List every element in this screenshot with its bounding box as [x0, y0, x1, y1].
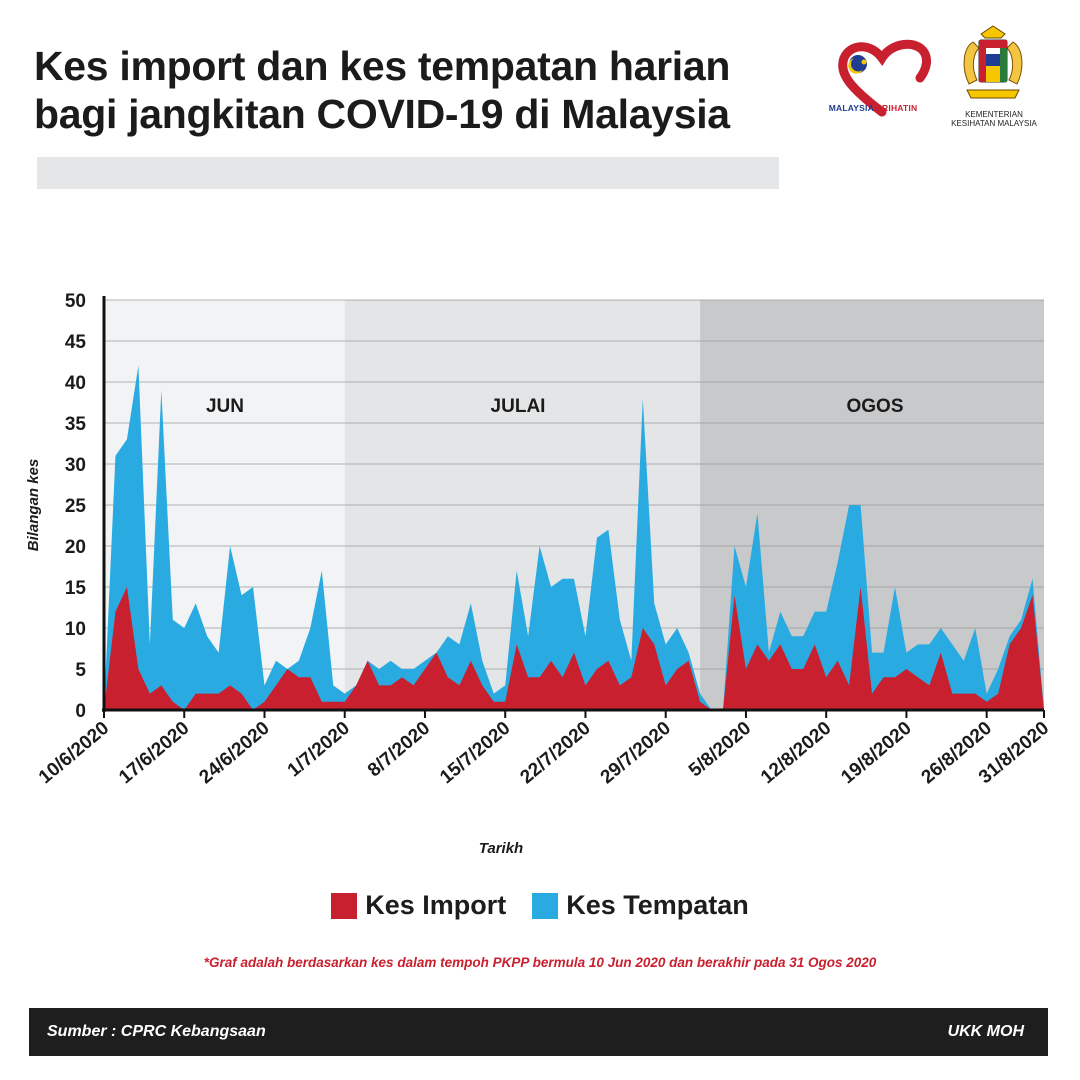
x-tick-label: 17/6/2020 [115, 718, 193, 788]
y-tick-label: 0 [75, 701, 86, 722]
title-underline-bar [37, 157, 779, 189]
y-tick-label: 25 [65, 496, 87, 517]
period-label: JUN [206, 396, 244, 417]
x-tick-label: 1/7/2020 [284, 718, 354, 782]
malaysia-prihatin-logo [838, 39, 932, 117]
prihatin-logo-text-b: PRIHATIN [876, 103, 918, 113]
x-tick-label: 15/7/2020 [436, 718, 514, 788]
legend-label-import: Kes Import [365, 890, 507, 920]
legend-label-tempatan: Kes Tempatan [566, 890, 749, 920]
x-tick-label: 29/7/2020 [597, 718, 675, 788]
y-tick-label: 15 [65, 578, 87, 599]
legend-item-tempatan: Kes Tempatan [532, 890, 749, 921]
prihatin-logo-text: MALAYSIA PRIHATIN [812, 103, 934, 113]
legend-swatch-tempatan [532, 892, 559, 919]
legend-item-import: Kes Import [331, 890, 506, 921]
y-tick-label: 5 [75, 660, 86, 681]
footer-bar: Sumber : CPRC Kebangsaan UKK MOH [29, 1008, 1048, 1056]
series-area-kes-import [104, 587, 1044, 710]
footnote: *Graf adalah berdasarkan kes dalam tempo… [203, 955, 877, 970]
period-label: OGOS [846, 396, 903, 417]
y-tick-label: 30 [65, 455, 86, 476]
chart-legend: Kes Import Kes Tempatan [0, 890, 1080, 921]
kkm-logo-text: KEMENTERIAN KESIHATAN MALAYSIA [951, 110, 1037, 128]
x-axis-title: Tarikh [479, 840, 523, 857]
y-tick-label: 20 [65, 537, 86, 558]
credit-text: UKK MOH [947, 1023, 1024, 1040]
y-tick-label: 35 [65, 414, 87, 435]
y-tick-label: 45 [65, 332, 87, 353]
x-tick-label: 22/7/2020 [516, 718, 594, 788]
period-label: JULAI [491, 396, 546, 417]
x-tick-label: 19/8/2020 [837, 718, 915, 788]
daily-cases-chart: 0 5 10 15 20 25 30 35 40 45 50 JUN JULAI OGOS 10/6/202… [25, 291, 1053, 857]
legend-swatch-import [331, 892, 358, 919]
x-tick-label: 5/8/2020 [685, 718, 755, 782]
source-text: Sumber : CPRC Kebangsaan [47, 1023, 266, 1040]
x-tick-label: 12/8/2020 [757, 718, 835, 788]
x-tick-label: 10/6/2020 [35, 718, 113, 788]
prihatin-heart-icon [838, 39, 932, 117]
prihatin-logo-text-a: MALAYSIA [828, 103, 874, 113]
y-tick-label: 40 [65, 373, 86, 394]
y-tick-label: 10 [65, 619, 86, 640]
y-axis-title: Bilangan kes [25, 459, 42, 552]
series-area-kes-tempatan [104, 365, 1044, 710]
x-tick-label: 8/7/2020 [364, 718, 434, 782]
coat-of-arms-icon [963, 25, 1023, 99]
page-title: Kes import dan kes tempatan harian bagi … [34, 43, 731, 137]
x-tick-label: 24/6/2020 [195, 718, 273, 788]
y-tick-label: 50 [65, 291, 86, 312]
